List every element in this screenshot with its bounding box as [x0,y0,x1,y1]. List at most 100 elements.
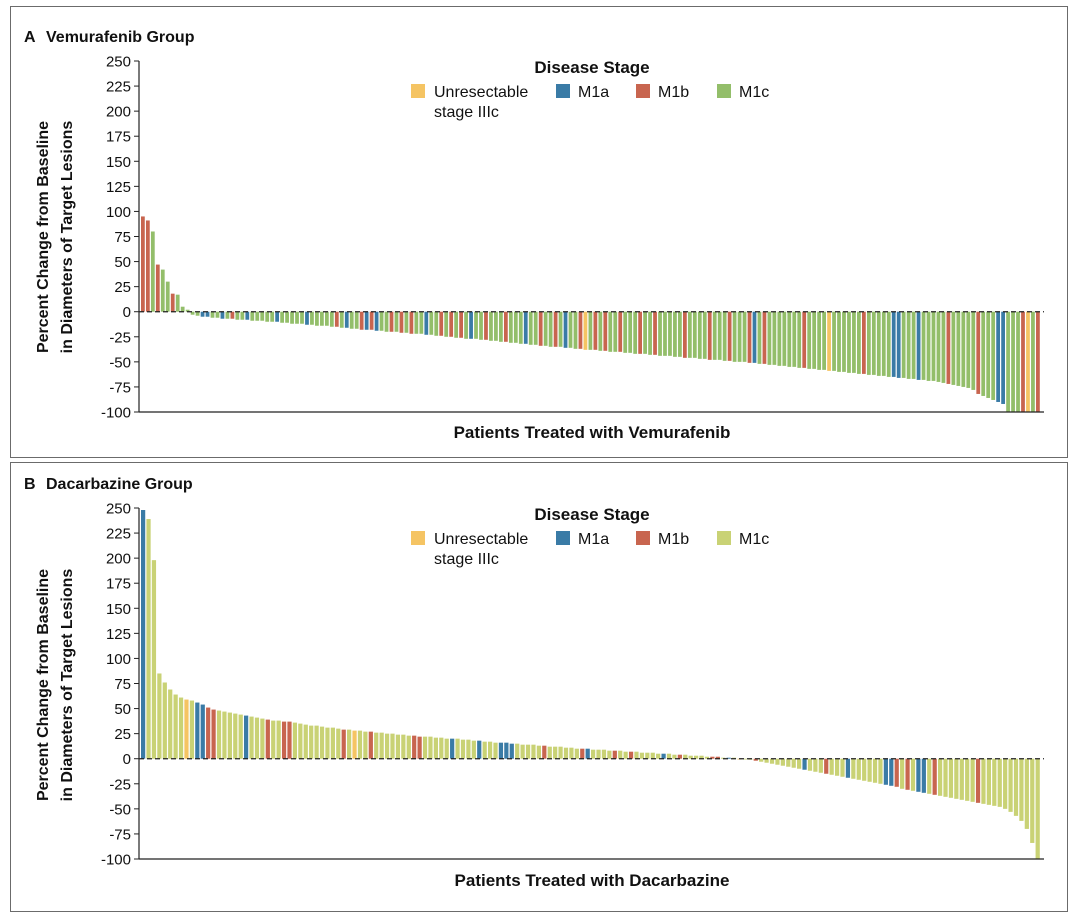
panel-b-legend-label-unresectable-line2: stage IIIc [434,551,499,568]
panel-b-bar [553,746,558,759]
panel-b-bar [211,709,216,759]
panel-b-bar [965,758,970,801]
panel-a-bar [812,311,817,369]
panel-a-bar [349,311,354,329]
panel-a-bar [145,220,150,312]
panel-b-bar [786,758,791,767]
panel-a-bar [911,311,916,379]
panel-a-bar [772,311,777,365]
panel-a-bar [513,311,518,343]
panel-a-bar [255,311,260,321]
panel-b-bar [542,745,547,759]
panel-b-bar [840,758,845,777]
panel-b-bar [428,736,433,759]
panel-b-bar [742,758,748,760]
panel-b-bar [1024,758,1029,829]
panel-b-bar [493,742,498,759]
panel-b-bar [292,722,298,759]
panel-a-bar [991,311,996,400]
panel-a-bar [300,311,304,324]
panel-b-bar [802,758,807,770]
panel-b-bar [661,753,666,759]
panel-a-bar [320,311,324,326]
panel-b-bar [525,744,531,759]
panel-b-bar [889,758,894,786]
panel-b-bar [238,714,243,759]
panel-b-bar [704,756,710,759]
panel-a-bar [359,311,364,330]
panel-a-bar [971,311,976,390]
panel-a-bar [692,311,697,358]
panel-b-bar [406,735,411,759]
panel-a-bar [573,311,578,349]
panel-a-bar [265,311,270,322]
panel-b-bar [905,758,910,790]
panel-b-bar [412,735,417,759]
panel-b-bar [363,731,368,759]
panel-b-bar [710,756,715,759]
panel-b-title: Dacarbazine Group [46,476,193,493]
panel-a-bar [886,311,891,377]
panel-b-bar [309,725,314,759]
panel-b-bar [417,736,422,759]
panel-a-y-tick-label: 75 [114,229,131,246]
panel-a-bar [648,311,652,355]
panel-a-bar [454,311,459,338]
panel-a-bar [747,311,752,363]
panel-b-ylabel-line2: in Diameters of Target Lesions [59,569,76,802]
panel-b-bar [618,750,623,759]
panel-b-bar [547,746,552,759]
panel-a-bar [185,309,190,312]
panel-a-bar [668,311,672,356]
panel-a-bar [866,311,871,375]
panel-b-bar [168,689,173,759]
panel-a-legend-swatch-m1a [556,84,570,98]
panel-b-bar [460,739,466,759]
panel-a-bar [344,311,349,328]
panel-a-bar [787,311,792,367]
panel-a-ylabel-line2: in Diameters of Target Lesions [59,121,76,354]
panel-a-bar [981,311,986,396]
panel-b-bar [189,700,195,759]
panel-a-bar [876,311,881,376]
panel-b-bar [780,758,785,766]
panel-a-bar [712,311,717,360]
panel-b-bar [558,746,563,759]
panel-b-y-tick-label: 250 [106,501,131,518]
panel-b-bar [395,734,401,759]
panel-b-bar [509,743,514,759]
panel-b-y-tick-label: -100 [101,852,131,869]
panel-b-y-tick-label: 225 [106,526,131,543]
panel-b-bar [162,682,167,759]
panel-b-bar [347,729,352,759]
panel-a-bar [807,311,812,369]
panel-b-bar [851,758,856,779]
panel-a-bar [896,311,901,378]
panel-a-bar [966,311,971,388]
panel-a-bar [598,311,603,351]
panel-a-bar [389,311,394,332]
panel-b-bar [515,743,520,759]
panel-a-legend: Unresectable stage IIIc M1a M1b M1c [411,84,769,121]
panel-b-bar [943,758,948,797]
panel-b-bar [390,733,395,759]
panel-a-bar [687,311,692,358]
panel-b-bar [222,711,227,759]
panel-b-y-tick-label: 200 [106,551,131,568]
panel-b-bar [694,755,699,759]
panel-a-bar [245,311,250,320]
panel-b-bar [677,754,682,759]
panel-a-bar [384,311,389,332]
panel-a-bar [817,311,822,370]
panel-b-bar [715,756,720,759]
panel-b-bar [954,758,959,799]
panel-a-y-tick-label: -100 [101,405,131,422]
panel-b-bar [146,519,151,759]
panel-b-bar [151,560,157,759]
panel-b-bar [813,758,818,772]
panel-a-bar [548,311,553,347]
panel-a-bar [961,311,966,387]
panel-a-bar [722,311,727,361]
panel-b-bar [195,702,200,759]
panel-a-y-tick-label: 225 [106,79,131,96]
